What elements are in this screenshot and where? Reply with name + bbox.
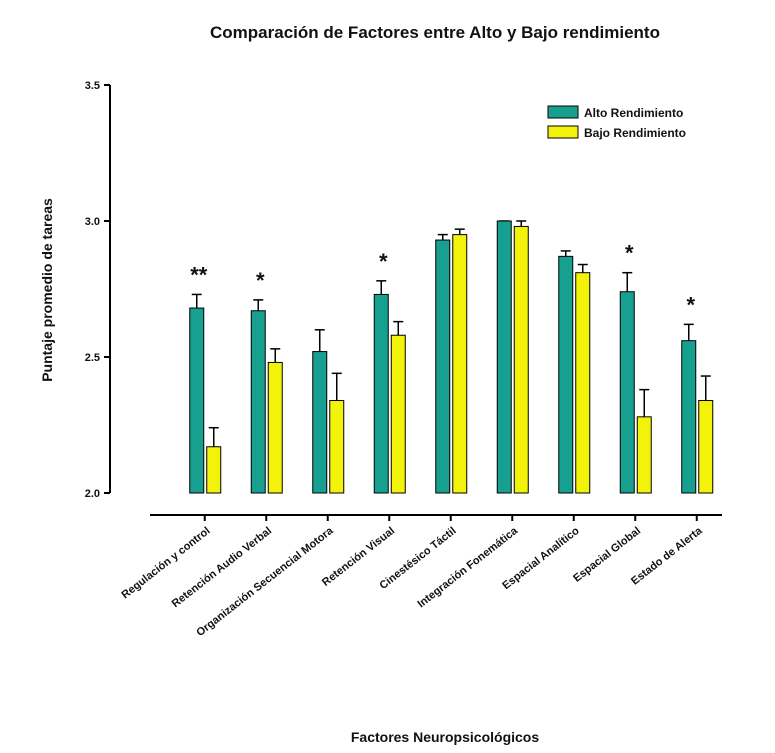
- legend-swatch: [547, 125, 579, 139]
- significance-marker: **: [190, 262, 208, 287]
- bar: [390, 334, 406, 494]
- bar: [513, 225, 529, 494]
- y-tick-label: 3.0: [85, 216, 100, 228]
- y-tick-label: 3.5: [85, 80, 100, 92]
- bar: [329, 400, 345, 494]
- bar: [558, 255, 574, 494]
- chart-title: Comparación de Factores entre Alto y Baj…: [210, 23, 660, 42]
- x-tick-label: Integración Fonemática: [415, 524, 520, 610]
- bar: [698, 400, 714, 494]
- bar: [267, 361, 283, 494]
- legend-label: Alto Rendimiento: [584, 106, 683, 120]
- x-axis-label: Factores Neuropsicológicos: [351, 729, 539, 745]
- bar: [575, 272, 591, 494]
- significance-marker: *: [686, 292, 695, 317]
- bar: [681, 340, 697, 494]
- legend-swatch: [547, 105, 579, 119]
- significance-marker: *: [625, 241, 634, 266]
- bar: [452, 234, 468, 494]
- bar: [435, 239, 451, 494]
- y-axis-label: Puntaje promedio de tareas: [39, 198, 55, 382]
- y-tick-label: 2.5: [85, 352, 100, 364]
- bar: [206, 446, 222, 494]
- bar: [373, 293, 389, 494]
- legend-label: Bajo Rendimiento: [584, 126, 686, 140]
- bar: [250, 310, 266, 494]
- bar: [312, 351, 328, 494]
- bar: [636, 416, 652, 494]
- y-tick-label: 2.0: [85, 488, 100, 500]
- significance-marker: *: [379, 249, 388, 274]
- bar: [496, 220, 512, 494]
- bar: [619, 291, 635, 494]
- bar: [189, 307, 205, 494]
- significance-marker: *: [256, 268, 265, 293]
- x-tick-label: Retención Audio Verbal: [170, 525, 274, 610]
- x-tick-label: Organización Secuencial Motora: [194, 524, 336, 639]
